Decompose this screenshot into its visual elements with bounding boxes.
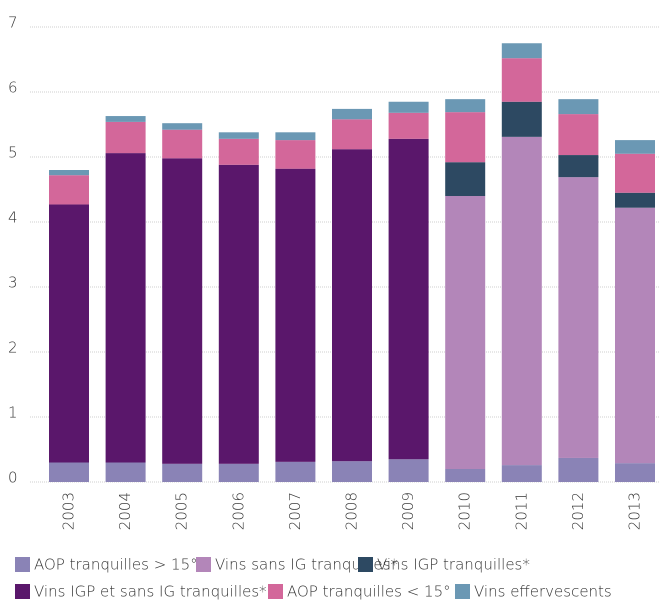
bar-segment [388, 101, 429, 113]
bar-segment [218, 138, 259, 165]
bar-segment [105, 462, 146, 482]
x-tick-label: 2012 [569, 492, 587, 530]
x-tick-label: 2010 [456, 492, 474, 530]
bar-segment [275, 461, 316, 482]
bar-segment [332, 119, 372, 150]
bar-segment [445, 162, 486, 196]
x-tick-label: 2006 [229, 492, 247, 530]
legend-swatch [268, 584, 283, 599]
bar-segment [275, 132, 316, 141]
bar-segment [388, 112, 429, 139]
bar-segment [615, 207, 655, 464]
bar-segment [615, 140, 655, 154]
x-tick-label: 2003 [60, 492, 78, 530]
bar-segment [49, 170, 89, 176]
legend-label: Vins IGP tranquilles* [377, 556, 530, 574]
bar-segment [218, 463, 259, 482]
bar-segment [49, 175, 89, 205]
bar-segment [275, 168, 316, 462]
x-tick-label: 2008 [343, 492, 361, 530]
bar-segment [445, 99, 486, 113]
bar-segment [558, 457, 599, 482]
bar-segment [105, 121, 146, 154]
legend-swatch [455, 584, 470, 599]
bar-segment [615, 463, 655, 482]
bar-segment [501, 101, 542, 137]
bar-segment [388, 138, 429, 460]
x-tick-label: 2011 [512, 492, 530, 530]
legend-swatch [15, 557, 30, 572]
bar-segment [501, 58, 542, 102]
y-tick-label: 5 [8, 144, 18, 162]
legend-label: AOP tranquilles > 15° [34, 556, 198, 574]
bar-segment [162, 129, 203, 159]
y-tick-label: 6 [8, 79, 18, 97]
x-tick-label: 2009 [399, 492, 417, 530]
bar-segment [218, 132, 259, 139]
bar-segment [49, 204, 89, 463]
bar-segment [332, 461, 372, 482]
bar-segment [105, 116, 146, 122]
legend-swatch [196, 557, 211, 572]
bar-segment [218, 164, 259, 464]
bar-segment [445, 196, 486, 469]
y-tick-label: 2 [8, 339, 18, 357]
bar-segment [445, 469, 486, 482]
x-tick-label: 2005 [173, 492, 191, 530]
x-tick-label: 2007 [286, 492, 304, 530]
bar-segment [558, 99, 599, 115]
y-tick-label: 3 [8, 274, 18, 292]
legend-label: Vins sans IG tranquilles* [215, 556, 398, 574]
bar-segment [332, 108, 372, 120]
bar-segment [558, 177, 599, 458]
bar-segment [501, 136, 542, 466]
bar-segment [332, 149, 372, 462]
y-tick-label: 7 [8, 14, 18, 32]
bar-segment [501, 465, 542, 482]
bar-segment [615, 153, 655, 193]
bar-segment [162, 158, 203, 464]
legend-swatch [358, 557, 373, 572]
legend-label: Vins effervescents [474, 583, 612, 601]
bar-segment [558, 155, 599, 178]
bar-segment [615, 192, 655, 208]
legend-label: Vins IGP et sans IG tranquilles* [34, 583, 267, 601]
bar-segment [501, 43, 542, 59]
legend-label: AOP tranquilles < 15° [287, 583, 451, 601]
bar-segment [49, 462, 89, 482]
bar-segment [162, 463, 203, 482]
bar-segment [275, 140, 316, 169]
y-tick-label: 1 [8, 404, 18, 422]
legend-swatch [15, 584, 30, 599]
bar-segment [558, 114, 599, 156]
bar-segment [445, 112, 486, 163]
bar-segment [388, 459, 429, 482]
x-tick-label: 2013 [626, 492, 644, 530]
bar-segment [162, 123, 203, 130]
y-tick-label: 0 [8, 469, 18, 487]
x-tick-label: 2004 [116, 492, 134, 530]
y-tick-label: 4 [8, 209, 18, 227]
bar-segment [105, 153, 146, 463]
